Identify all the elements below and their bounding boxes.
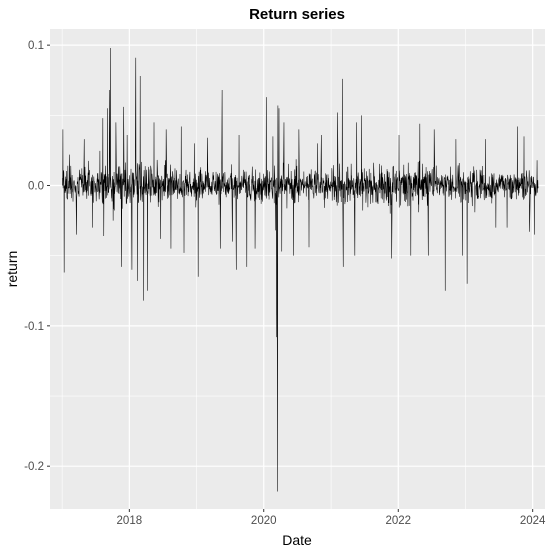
x-axis-title: Date [282,532,312,548]
y-tick-label: 0.0 [28,180,44,192]
y-tick-label: 0.1 [28,40,44,52]
axis-tick-labels: 2018 2020 2022 2024 0.1 0.0 -0.1 -0.2 [24,40,546,527]
x-tick-label: 2020 [251,515,277,527]
y-tick-label: -0.2 [24,461,44,473]
return-series [62,47,539,492]
axis-ticks [47,44,534,512]
x-tick-label: 2024 [520,515,546,527]
y-axis-title: return [4,251,20,288]
chart-title: Return series [249,6,345,23]
y-tick-label: -0.1 [24,321,44,333]
x-tick-label: 2018 [117,515,143,527]
return-series-line [62,47,539,492]
plot-panel [50,29,545,509]
major-gridlines [50,29,545,509]
x-tick-label: 2022 [385,515,411,527]
